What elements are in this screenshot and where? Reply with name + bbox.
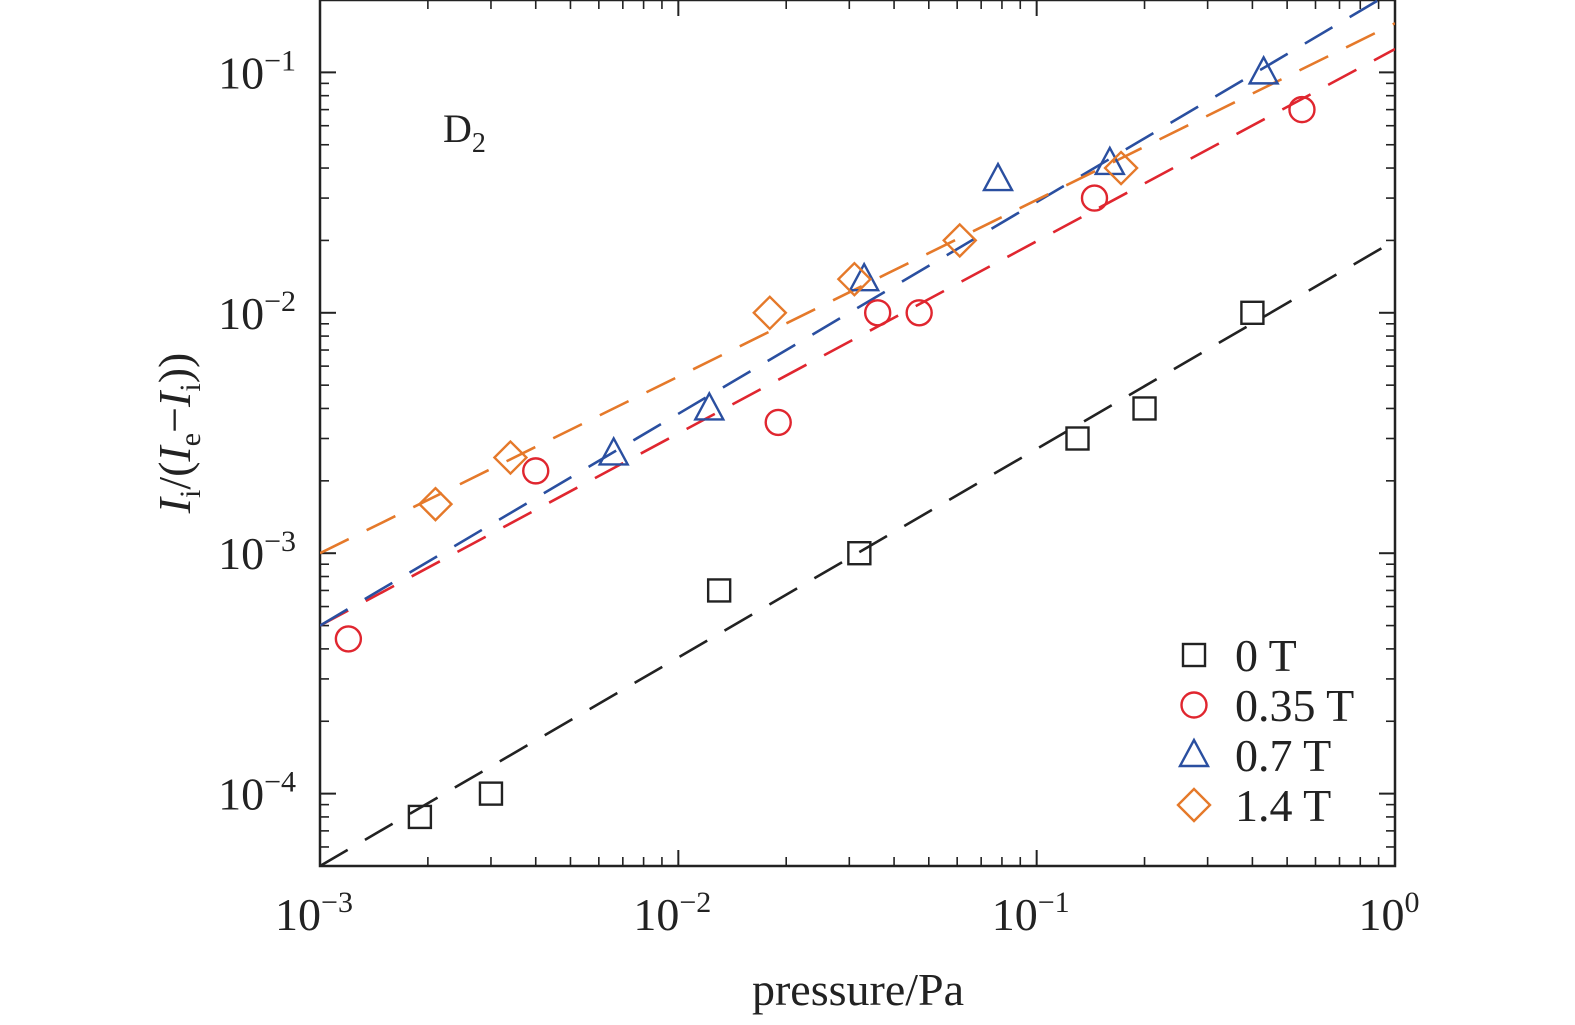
x-tick-label: 100 [1359, 886, 1420, 940]
annotation-sub: 2 [472, 128, 486, 159]
data-point-series-0 [1065, 426, 1090, 451]
minor-ticks [320, 0, 1395, 867]
legend-marker-2 [1177, 737, 1211, 768]
legend-label-1: 0.35 T [1235, 680, 1354, 731]
data-point-series-2 [981, 161, 1015, 192]
data-point-series-1 [764, 408, 792, 437]
x-axis-label: pressure/Pa [752, 964, 964, 1015]
data-point-series-3 [1103, 150, 1139, 186]
x-tick-label: 10−3 [275, 886, 353, 940]
plot-frame [318, 0, 1397, 868]
y-tick-label: 10−2 [218, 285, 296, 339]
data-point-series-3 [752, 295, 788, 331]
data-point-series-1 [1288, 95, 1316, 124]
major-ticks [319, 0, 1396, 866]
data-point-series-2 [693, 390, 726, 421]
annotation-label: D2 [443, 106, 486, 159]
legend: 0 T0.35 T0.7 T1.4 T [1176, 630, 1354, 831]
annotation-base: D [443, 106, 472, 151]
fit-line-series-1 [320, 47, 1395, 627]
data-point-series-1 [863, 299, 892, 327]
legend-marker-3 [1176, 787, 1212, 823]
y-tick-label: 10−4 [218, 766, 296, 820]
y-tick-labels: 10−4 10−3 10−2 10−1 [218, 44, 296, 819]
data-point-series-1 [905, 299, 933, 327]
data-point-series-0 [407, 804, 433, 830]
data-point-series-1 [1080, 184, 1109, 212]
data-point-series-0 [478, 781, 504, 806]
data-point-series-3 [942, 222, 978, 259]
data-point-series-3 [417, 486, 454, 522]
data-point-series-0 [1240, 300, 1265, 325]
data-point-series-0 [706, 578, 732, 603]
legend-label-0: 0 T [1235, 630, 1297, 681]
data-point-series-3 [836, 261, 873, 297]
y-tick-label: 10−1 [218, 44, 296, 98]
data-point-series-2 [848, 261, 881, 292]
legend-label-3: 1.4 T [1235, 780, 1331, 831]
fit-lines [320, 0, 1395, 866]
data-point-series-2 [597, 435, 630, 466]
data-point-series-1 [522, 457, 550, 485]
fit-line-series-3 [320, 22, 1395, 555]
data-point-series-0 [1132, 396, 1157, 421]
markers [334, 54, 1316, 830]
data-point-series-1 [334, 625, 363, 653]
x-tick-label: 10−2 [633, 886, 711, 940]
y-axis-label: Ii/(Ie−Ii)) [149, 353, 207, 515]
data-point-series-0 [847, 541, 872, 566]
legend-label-2: 0.7 T [1235, 730, 1331, 781]
data-point-series-2 [1247, 54, 1280, 85]
x-tick-labels: 10−3 10−2 10−1 100 [275, 886, 1419, 940]
legend-marker-0 [1181, 642, 1207, 668]
y-tick-label: 10−3 [218, 525, 296, 579]
legend-marker-1 [1180, 691, 1208, 719]
x-tick-label: 10−1 [992, 886, 1070, 940]
fit-line-series-2 [320, 0, 1380, 627]
fit-line-series-0 [320, 239, 1395, 866]
data-point-series-3 [492, 439, 529, 476]
